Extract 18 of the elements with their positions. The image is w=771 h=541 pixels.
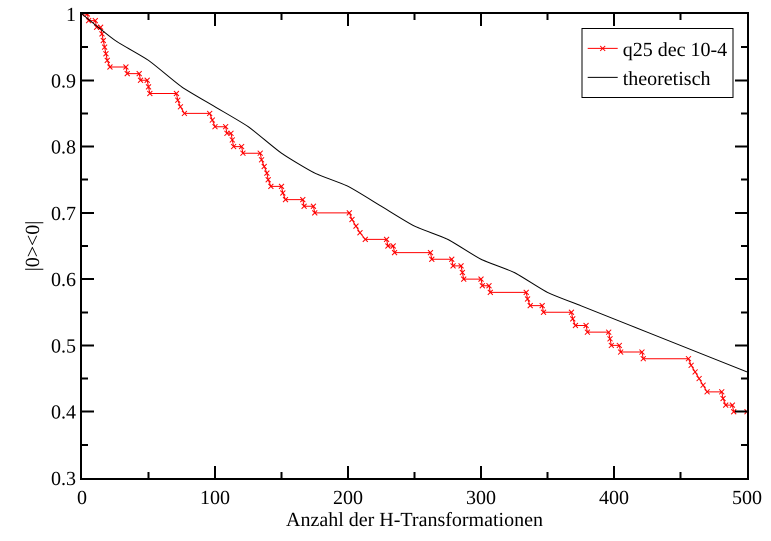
y-tick-label: 1 (66, 4, 76, 26)
x-tick-label: 400 (599, 487, 629, 509)
y-tick-label: 0.5 (51, 335, 76, 358)
y-tick-label: 0.3 (51, 468, 76, 490)
x-axis-title: Anzahl der H-Transformationen (286, 509, 543, 531)
legend-label: q25 dec 10-4 (622, 39, 728, 62)
y-tick-label: 0.4 (51, 402, 76, 424)
y-tick-label: 0.8 (51, 136, 76, 159)
y-tick-label: 0.6 (51, 269, 76, 292)
x-tick-label: 500 (732, 487, 762, 509)
x-tick-label: 200 (333, 487, 363, 509)
legend-label: theoretisch (622, 68, 710, 90)
y-tick-label: 0.7 (51, 202, 76, 225)
x-tick-label: 100 (200, 487, 230, 509)
y-tick-label: 0.9 (51, 70, 76, 92)
y-axis-title: |0><0| (22, 220, 44, 272)
x-tick-label: 0 (77, 487, 87, 509)
x-tick-label: 300 (466, 487, 496, 509)
